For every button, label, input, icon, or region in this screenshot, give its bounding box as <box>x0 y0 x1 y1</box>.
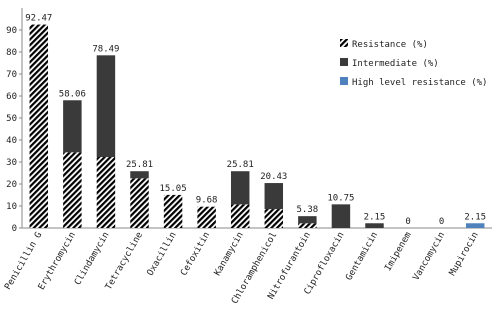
x-tick-label: Mupirocin <box>448 231 481 278</box>
x-tick-label: Kanamycin <box>213 231 246 278</box>
value-label: 92.47 <box>25 14 52 24</box>
x-tick-label: Clindamycin <box>73 231 111 288</box>
value-label: 2.15 <box>364 212 386 222</box>
x-tick-label: Erythromycin <box>37 231 78 292</box>
bar-segment <box>230 204 250 228</box>
y-tick-label: 30 <box>6 158 17 168</box>
y-tick-label: 80 <box>6 48 17 58</box>
legend-label: Resistance (%) <box>352 40 428 50</box>
bar-segment <box>264 183 284 210</box>
value-label: 5.38 <box>297 205 319 215</box>
bar-segment <box>96 55 116 158</box>
value-label: 0 <box>405 217 410 227</box>
bar-segment <box>298 216 317 224</box>
bar-segment <box>63 152 82 228</box>
y-tick-label: 70 <box>6 70 17 80</box>
value-label: 58.06 <box>59 89 86 99</box>
y-tick-label: 10 <box>6 202 17 212</box>
y-tick-label: 0 <box>12 224 17 234</box>
value-label: 10.75 <box>327 193 354 203</box>
bar-segment <box>63 100 82 153</box>
x-tick-label: Vancomycin <box>411 231 447 283</box>
x-tick-label: Oxacillin <box>146 231 179 278</box>
bar-segment <box>465 223 485 228</box>
y-tick-label: 50 <box>6 114 17 124</box>
bar-segment <box>298 223 317 228</box>
x-tick-label: Tetracycline <box>104 231 145 292</box>
legend-swatch <box>340 77 348 85</box>
y-tick-label: 20 <box>6 180 17 190</box>
bar-segment <box>96 157 116 228</box>
value-label: 0 <box>439 217 444 227</box>
y-tick-label: 40 <box>6 136 17 146</box>
x-tick-label: Gentamicin <box>344 231 380 283</box>
value-label: 25.81 <box>126 160 153 170</box>
legend-label: High level resistance (%) <box>352 78 487 88</box>
y-tick-label: 90 <box>6 26 17 36</box>
bar-segment <box>230 171 250 205</box>
bar-segment <box>264 209 284 228</box>
x-tick-label: Cefoxitin <box>179 231 212 278</box>
y-tick-label: 60 <box>6 92 17 102</box>
value-label: 78.49 <box>92 44 119 54</box>
legend-swatch <box>340 39 348 47</box>
bar-segment <box>130 171 149 179</box>
legend-label: Intermediate (%) <box>352 59 439 69</box>
bar-segment <box>197 206 216 228</box>
bar-segment <box>163 194 183 228</box>
value-label: 20.43 <box>260 172 287 182</box>
bar-segment <box>130 178 149 228</box>
value-label: 9.68 <box>196 196 218 206</box>
value-label: 2.15 <box>464 212 486 222</box>
x-tick-label: Imipenem <box>383 231 413 274</box>
bar-segment <box>331 204 351 228</box>
value-label: 15.05 <box>160 184 187 194</box>
value-label: 25.81 <box>227 160 254 170</box>
bar-segment <box>29 24 49 229</box>
bar-segment <box>365 223 384 228</box>
legend-swatch <box>340 58 348 66</box>
